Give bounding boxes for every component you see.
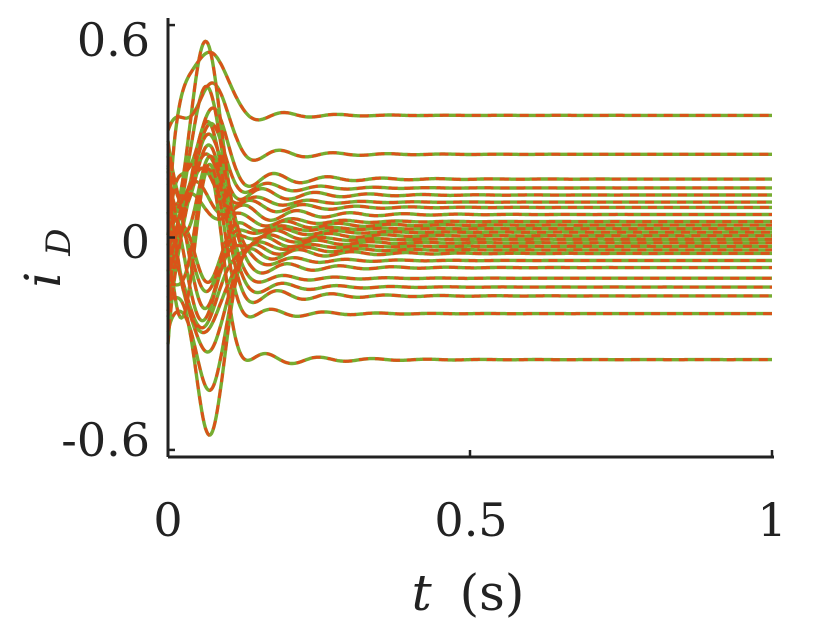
series-dashed-line [166,154,772,304]
series-dashed-line [166,224,772,294]
y-axis-subscript: D [39,228,79,256]
series-solid-line [166,132,773,204]
y-axis-variable: i [14,272,72,288]
x-axis-label: t (s) [412,564,525,622]
y-tick-label: 0 [121,215,150,269]
x-tick-label: 0.5 [434,493,507,547]
series-dashed-line [166,167,772,365]
series-dashed-line [166,121,772,272]
series-dashed-line [167,180,772,247]
series-dashed-line [166,233,772,330]
series-dashed-line [166,152,772,223]
series-dashed-line [167,247,772,437]
series-layer [166,39,773,437]
series-dashed-line [166,178,772,335]
x-axis-variable: t [412,564,433,622]
series-dashed-line [166,39,772,267]
series-dashed-line [166,219,772,312]
y-tick-label: -0.6 [61,413,150,467]
y-axis-label: i D [14,228,79,287]
series-dashed-line [166,162,772,319]
series-dashed-line [167,203,772,323]
series-dashed-line [166,50,772,236]
tick-layer [166,23,774,457]
x-tick-label: 0 [153,493,182,547]
y-tick-label: 0.6 [77,13,150,67]
series-dashed-line [166,81,772,162]
series-solid-line [166,143,773,295]
x-tick-label: 1 [757,493,786,547]
series-dashed-line [166,242,772,392]
series-dashed-line [166,106,772,246]
series-dashed-line [166,84,772,275]
series-dashed-line [166,143,772,295]
series-dashed-line [166,166,772,345]
series-dashed-line [166,183,772,228]
x-axis-unit: (s) [460,564,525,622]
series-dashed-line [166,171,772,354]
series-dashed-line [166,119,772,317]
series-dashed-line [166,132,772,204]
